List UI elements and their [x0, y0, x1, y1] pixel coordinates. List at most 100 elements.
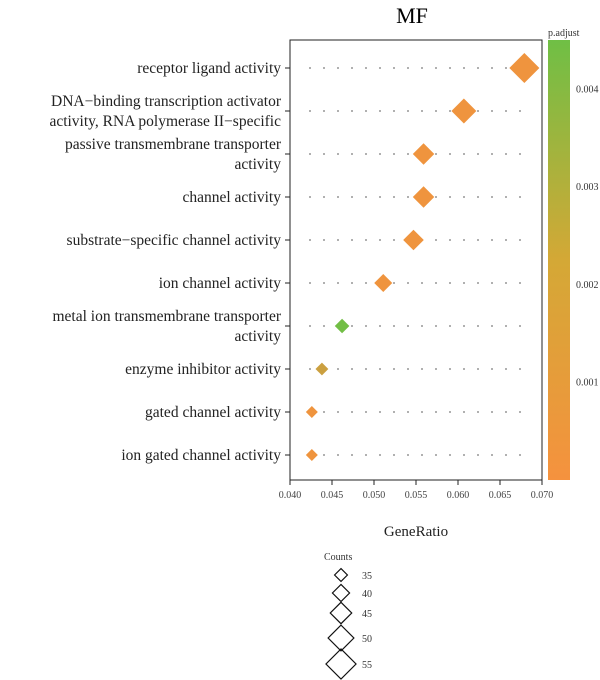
grid-dot [309, 325, 311, 327]
x-axis: 0.040 0.045 0.050 0.055 0.060 0.065 0.070 [279, 480, 554, 501]
grid-dot [491, 454, 493, 456]
grid-dot [351, 454, 353, 456]
grid-dot [379, 239, 381, 241]
grid-dot [505, 411, 507, 413]
size-legend-title: Counts [324, 552, 352, 563]
grid-dot [463, 196, 465, 198]
grid-dot [463, 67, 465, 69]
grid-dot [393, 411, 395, 413]
grid-dot [435, 411, 437, 413]
grid-dot [337, 67, 339, 69]
grid-dot [351, 368, 353, 370]
grid-dot [519, 153, 521, 155]
grid-dot [365, 325, 367, 327]
grid-dot [449, 454, 451, 456]
grid-dot [463, 368, 465, 370]
grid-dot [477, 282, 479, 284]
background-dots [309, 67, 521, 456]
color-tick-label: 0.003 [576, 182, 599, 193]
size-legend-key [331, 583, 351, 603]
grid-dot [505, 325, 507, 327]
grid-dot [323, 153, 325, 155]
grid-dot [337, 368, 339, 370]
grid-dot [421, 454, 423, 456]
grid-dot [505, 239, 507, 241]
grid-dot [393, 153, 395, 155]
grid-dot [463, 239, 465, 241]
grid-dot [519, 110, 521, 112]
x-tick-label: 0.045 [321, 490, 344, 501]
grid-dot [435, 67, 437, 69]
grid-dot [337, 196, 339, 198]
data-point [412, 143, 435, 165]
grid-dot [323, 282, 325, 284]
grid-dot [449, 282, 451, 284]
grid-dot [337, 153, 339, 155]
grid-dot [449, 411, 451, 413]
grid-dot [393, 454, 395, 456]
grid-dot [351, 110, 353, 112]
category-label: substrate−specific channel activity [67, 232, 282, 249]
grid-dot [351, 411, 353, 413]
grid-dot [407, 110, 409, 112]
grid-dot [379, 368, 381, 370]
grid-dot [351, 153, 353, 155]
grid-dot [477, 110, 479, 112]
grid-dot [491, 368, 493, 370]
grid-dot [449, 153, 451, 155]
x-tick-label: 0.055 [405, 490, 428, 501]
grid-dot [407, 368, 409, 370]
grid-dot [421, 282, 423, 284]
grid-dot [477, 368, 479, 370]
data-point [374, 273, 393, 293]
grid-dot [309, 110, 311, 112]
x-axis-title: GeneRatio [384, 524, 448, 540]
grid-dot [365, 67, 367, 69]
grid-dot [337, 454, 339, 456]
grid-dot [477, 239, 479, 241]
grid-dot [337, 110, 339, 112]
grid-dot [407, 325, 409, 327]
grid-dot [323, 67, 325, 69]
category-label: receptor ligand activity [137, 60, 281, 77]
grid-dot [449, 368, 451, 370]
grid-dot [435, 454, 437, 456]
grid-dot [351, 196, 353, 198]
grid-dot [365, 239, 367, 241]
grid-dot [421, 325, 423, 327]
grid-dot [435, 325, 437, 327]
size-legend-key [329, 601, 353, 625]
grid-dot [477, 67, 479, 69]
grid-dot [505, 454, 507, 456]
grid-dot [407, 282, 409, 284]
grid-dot [393, 196, 395, 198]
category-label: activity [235, 328, 282, 345]
grid-dot [505, 110, 507, 112]
grid-dot [491, 196, 493, 198]
grid-dot [309, 153, 311, 155]
size-legend-key [325, 648, 357, 680]
grid-dot [435, 282, 437, 284]
data-point [305, 406, 318, 418]
grid-dot [491, 411, 493, 413]
grid-dot [365, 110, 367, 112]
grid-dot [365, 153, 367, 155]
grid-dot [365, 411, 367, 413]
grid-dot [505, 368, 507, 370]
grid-dot [337, 282, 339, 284]
size-legend-label: 40 [362, 589, 372, 600]
data-point [403, 229, 424, 251]
grid-dot [463, 411, 465, 413]
grid-dot [449, 67, 451, 69]
plot-panel [289, 39, 543, 481]
grid-dot [421, 368, 423, 370]
grid-dot [463, 282, 465, 284]
grid-dot [519, 368, 521, 370]
data-point [451, 98, 477, 124]
grid-dot [379, 110, 381, 112]
grid-dot [477, 411, 479, 413]
category-label: DNA−binding transcription activator [51, 93, 282, 110]
x-tick-label: 0.070 [531, 490, 554, 501]
grid-dot [323, 325, 325, 327]
